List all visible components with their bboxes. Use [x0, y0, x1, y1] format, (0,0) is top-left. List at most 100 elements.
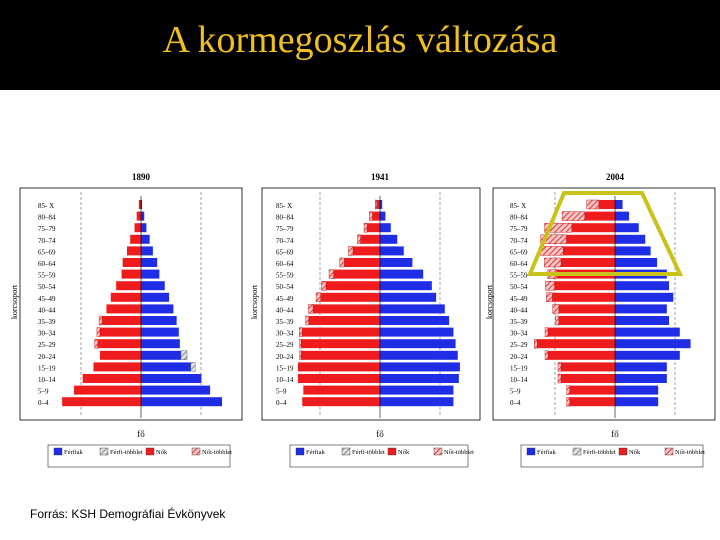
female-bar — [302, 327, 380, 337]
age-group-label: 85- X — [510, 202, 526, 210]
legend-label: Női-többlet — [202, 449, 232, 456]
legend-label: Női-többlet — [444, 449, 474, 456]
male-bar — [615, 304, 667, 314]
female-bar — [344, 258, 380, 267]
title-bar — [0, 0, 720, 90]
female-bar — [558, 316, 615, 325]
male-bar — [615, 397, 659, 407]
legend-label: Férfi-többlet — [110, 449, 143, 456]
male-bar — [380, 211, 386, 221]
female-surplus-bar — [305, 315, 309, 326]
female-bar — [126, 246, 141, 256]
legend-swatch — [618, 447, 628, 456]
male-bar — [380, 258, 413, 267]
age-group-label: 10–14 — [38, 376, 56, 384]
age-group-label: 75–79 — [276, 225, 294, 233]
male-bar — [380, 200, 383, 209]
age-group-label: 5–9 — [38, 388, 49, 396]
male-bar — [380, 350, 458, 360]
male-bar — [380, 269, 424, 279]
legend-swatch — [145, 447, 155, 456]
male-bar — [615, 362, 667, 372]
female-bar — [134, 223, 141, 233]
female-surplus-bar — [96, 327, 101, 337]
male-bar — [380, 397, 454, 407]
age-group-label: 50–54 — [38, 283, 56, 291]
female-bar — [537, 339, 615, 349]
male-bar — [141, 246, 153, 256]
female-surplus-bar — [328, 269, 334, 279]
male-bar — [141, 304, 174, 314]
age-group-label: 35–39 — [38, 318, 56, 326]
female-surplus-bar — [375, 199, 377, 210]
legend-label: Férfiak — [537, 449, 557, 456]
legend-swatch — [387, 447, 397, 456]
legend-swatch — [572, 447, 582, 456]
age-group-label: 65–69 — [38, 248, 56, 256]
female-bar — [566, 234, 615, 244]
x-axis-label: fő — [376, 429, 384, 439]
female-bar — [303, 385, 380, 395]
slide-title: A kormegoszlás változása — [162, 19, 558, 61]
age-group-label: 80–84 — [38, 214, 56, 222]
male-bar — [615, 211, 630, 221]
female-bar — [569, 397, 615, 407]
female-bar — [297, 362, 380, 372]
female-surplus-bar — [544, 257, 562, 268]
male-bar — [141, 211, 145, 221]
male-bar — [615, 200, 623, 209]
female-surplus-bar — [552, 304, 560, 314]
male-bar — [380, 223, 391, 233]
male-bar — [141, 292, 170, 302]
female-surplus-bar — [98, 315, 103, 326]
female-bar — [360, 234, 380, 244]
male-bar — [141, 339, 180, 349]
legend-frame — [289, 444, 469, 468]
legend-label: Férfiak — [64, 449, 84, 456]
age-group-label: 20–24 — [510, 353, 528, 361]
female-surplus-bar — [544, 350, 549, 360]
age-group-label: 35–39 — [276, 318, 294, 326]
female-bar — [130, 234, 141, 244]
age-group-label: 35–39 — [510, 318, 528, 326]
female-bar — [313, 304, 380, 314]
age-group-label: 15–19 — [510, 364, 528, 372]
female-bar — [548, 327, 615, 337]
male-bar — [141, 327, 179, 337]
female-surplus-bar — [544, 327, 549, 337]
male-bar — [615, 281, 669, 291]
female-bar — [548, 350, 615, 360]
male-bar — [615, 385, 659, 395]
male-bar — [141, 374, 202, 383]
age-group-label: 0–4 — [276, 399, 287, 407]
age-group-label: 85- X — [276, 202, 292, 210]
x-axis-label: fő — [611, 429, 619, 439]
age-group-label: 30–34 — [510, 330, 528, 338]
female-surplus-bar — [357, 234, 361, 245]
y-axis-label: korcsoport — [250, 284, 259, 319]
female-bar — [136, 211, 141, 221]
age-group-label: 40–44 — [38, 306, 56, 314]
female-bar — [97, 339, 141, 349]
chart-title: 1941 — [371, 172, 390, 182]
female-bar — [326, 281, 380, 291]
female-bar — [106, 304, 141, 314]
female-surplus-bar — [299, 339, 302, 349]
y-axis-label: korcsoport — [10, 284, 19, 319]
female-surplus-bar — [94, 339, 99, 349]
female-bar — [333, 269, 380, 279]
male-bar — [615, 258, 658, 267]
age-group-label: 50–54 — [276, 283, 294, 291]
female-surplus-bar — [544, 222, 572, 233]
female-bar — [82, 374, 141, 383]
age-group-label: 0–4 — [510, 399, 521, 407]
female-bar — [376, 200, 380, 209]
female-bar — [122, 258, 141, 267]
female-bar — [138, 200, 141, 209]
female-surplus-bar — [546, 292, 553, 302]
legend-frame — [520, 444, 704, 468]
female-surplus-bar — [586, 199, 599, 210]
legend-label: Női-többlet — [675, 449, 705, 456]
age-group-label: 50–54 — [510, 283, 528, 291]
